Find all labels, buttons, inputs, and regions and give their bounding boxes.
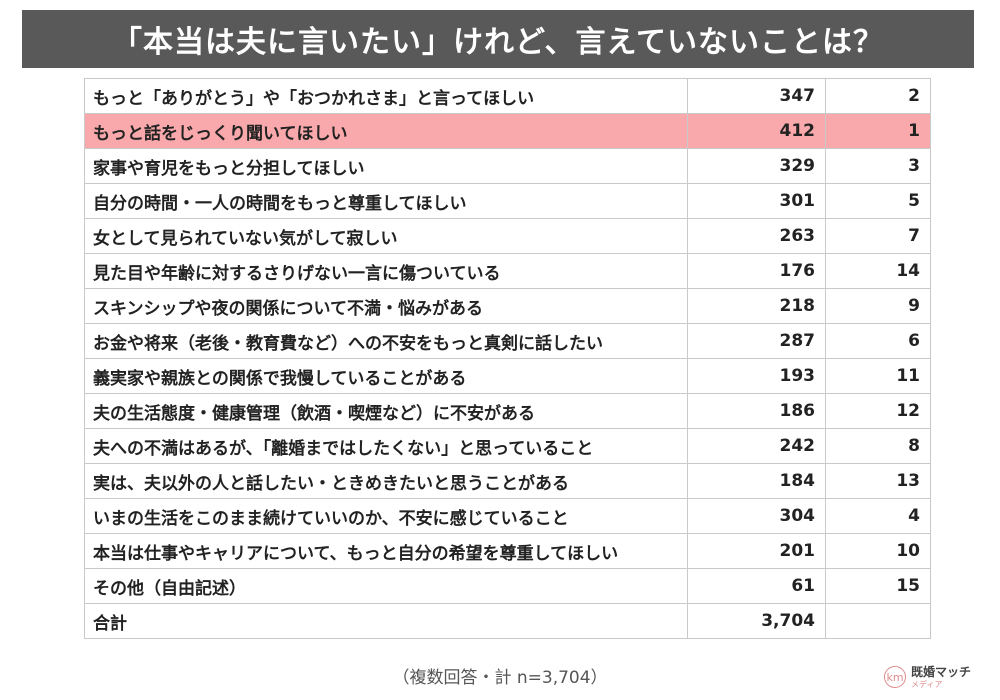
row-rank: 12 bbox=[825, 393, 931, 429]
brand-logo-sub: メディア bbox=[911, 679, 943, 689]
row-count: 412 bbox=[687, 113, 826, 149]
row-label: 本当は仕事やキャリアについて、もっと自分の希望を尊重してほしい bbox=[84, 533, 688, 569]
brand-logo-icon: km bbox=[884, 666, 906, 688]
table-row: 本当は仕事やキャリアについて、もっと自分の希望を尊重してほしい 201 10 bbox=[84, 533, 931, 569]
row-count: 218 bbox=[687, 288, 826, 324]
row-label: 実は、夫以外の人と話したい・ときめきたいと思うことがある bbox=[84, 463, 688, 499]
row-rank: 15 bbox=[825, 568, 931, 604]
row-rank: 8 bbox=[825, 428, 931, 464]
row-rank: 3 bbox=[825, 148, 931, 184]
survey-table-body: もっと「ありがとう」や「おつかれさま」と言ってほしい 347 2 もっと話をじっくり聞… bbox=[84, 78, 931, 639]
table-row: 自分の時間・一人の時間をもっと尊重してほしい 301 5 bbox=[84, 183, 931, 219]
table-row: その他（自由記述） 61 15 bbox=[84, 568, 931, 604]
row-rank: 1 bbox=[825, 113, 931, 149]
row-label: 自分の時間・一人の時間をもっと尊重してほしい bbox=[84, 183, 688, 219]
row-count: 347 bbox=[687, 78, 826, 114]
row-count: 184 bbox=[687, 463, 826, 499]
row-rank: 4 bbox=[825, 498, 931, 534]
row-label: スキンシップや夜の関係について不満・悩みがある bbox=[84, 288, 688, 324]
row-count: 301 bbox=[687, 183, 826, 219]
row-rank: 7 bbox=[825, 218, 931, 254]
row-count: 201 bbox=[687, 533, 826, 569]
brand-logo: km 既婚マッチ メディア bbox=[884, 662, 990, 692]
footnote: （複数回答・計 n=3,704） bbox=[392, 668, 608, 688]
row-count: 304 bbox=[687, 498, 826, 534]
page-title: 「本当は夫に言いたい」けれど、言えていないことは？ bbox=[22, 10, 974, 68]
row-rank: 13 bbox=[825, 463, 931, 499]
table-row: 家事や育児をもっと分担してほしい 329 3 bbox=[84, 148, 931, 184]
total-row: 合計 3,704 bbox=[84, 603, 931, 639]
row-label: 義実家や親族との関係で我慢していることがある bbox=[84, 358, 688, 394]
row-rank: 11 bbox=[825, 358, 931, 394]
survey-results-table: もっと「ありがとう」や「おつかれさま」と言ってほしい 347 2 もっと話をじっくり聞… bbox=[84, 78, 931, 639]
row-rank bbox=[825, 603, 931, 639]
table-row: 夫の生活態度・健康管理（飲酒・喫煙など）に不安がある 186 12 bbox=[84, 393, 931, 429]
table-row: スキンシップや夜の関係について不満・悩みがある 218 9 bbox=[84, 288, 931, 324]
row-rank: 6 bbox=[825, 323, 931, 359]
brand-logo-text: 既婚マッチ メディア bbox=[911, 666, 971, 689]
row-count: 287 bbox=[687, 323, 826, 359]
row-label: 女として見られていない気がして寂しい bbox=[84, 218, 688, 254]
table-row: お金や将来（老後・教育費など）への不安をもっと真剣に話したい 287 6 bbox=[84, 323, 931, 359]
row-label: 合計 bbox=[84, 603, 688, 639]
row-count: 193 bbox=[687, 358, 826, 394]
row-label: その他（自由記述） bbox=[84, 568, 688, 604]
table-row: 実は、夫以外の人と話したい・ときめきたいと思うことがある 184 13 bbox=[84, 463, 931, 499]
brand-logo-name: 既婚マッチ bbox=[911, 664, 972, 679]
row-count: 3,704 bbox=[687, 603, 826, 639]
row-count: 263 bbox=[687, 218, 826, 254]
table-row: 見た目や年齢に対するさりげない一言に傷ついている 176 14 bbox=[84, 253, 931, 289]
row-label: お金や将来（老後・教育費など）への不安をもっと真剣に話したい bbox=[84, 323, 688, 359]
row-label: 見た目や年齢に対するさりげない一言に傷ついている bbox=[84, 253, 688, 289]
row-count: 329 bbox=[687, 148, 826, 184]
row-rank: 5 bbox=[825, 183, 931, 219]
row-label: 家事や育児をもっと分担してほしい bbox=[84, 148, 688, 184]
row-rank: 10 bbox=[825, 533, 931, 569]
row-rank: 9 bbox=[825, 288, 931, 324]
table-row: いまの生活をこのまま続けていいのか、不安に感じていること 304 4 bbox=[84, 498, 931, 534]
table-row: 夫への不満はあるが、「離婚まではしたくない」と思っていること 242 8 bbox=[84, 428, 931, 464]
table-row: もっと話をじっくり聞いてほしい 412 1 bbox=[84, 113, 931, 149]
table-row: もっと「ありがとう」や「おつかれさま」と言ってほしい 347 2 bbox=[84, 78, 931, 114]
table-row: 義実家や親族との関係で我慢していることがある 193 11 bbox=[84, 358, 931, 394]
row-rank: 2 bbox=[825, 78, 931, 114]
row-label: 夫への不満はあるが、「離婚まではしたくない」と思っていること bbox=[84, 428, 688, 464]
row-count: 186 bbox=[687, 393, 826, 429]
row-count: 242 bbox=[687, 428, 826, 464]
row-label: 夫の生活態度・健康管理（飲酒・喫煙など）に不安がある bbox=[84, 393, 688, 429]
row-label: もっと話をじっくり聞いてほしい bbox=[84, 113, 688, 149]
row-rank: 14 bbox=[825, 253, 931, 289]
row-label: もっと「ありがとう」や「おつかれさま」と言ってほしい bbox=[84, 78, 688, 114]
row-count: 61 bbox=[687, 568, 826, 604]
row-label: いまの生活をこのまま続けていいのか、不安に感じていること bbox=[84, 498, 688, 534]
table-row: 女として見られていない気がして寂しい 263 7 bbox=[84, 218, 931, 254]
row-count: 176 bbox=[687, 253, 826, 289]
